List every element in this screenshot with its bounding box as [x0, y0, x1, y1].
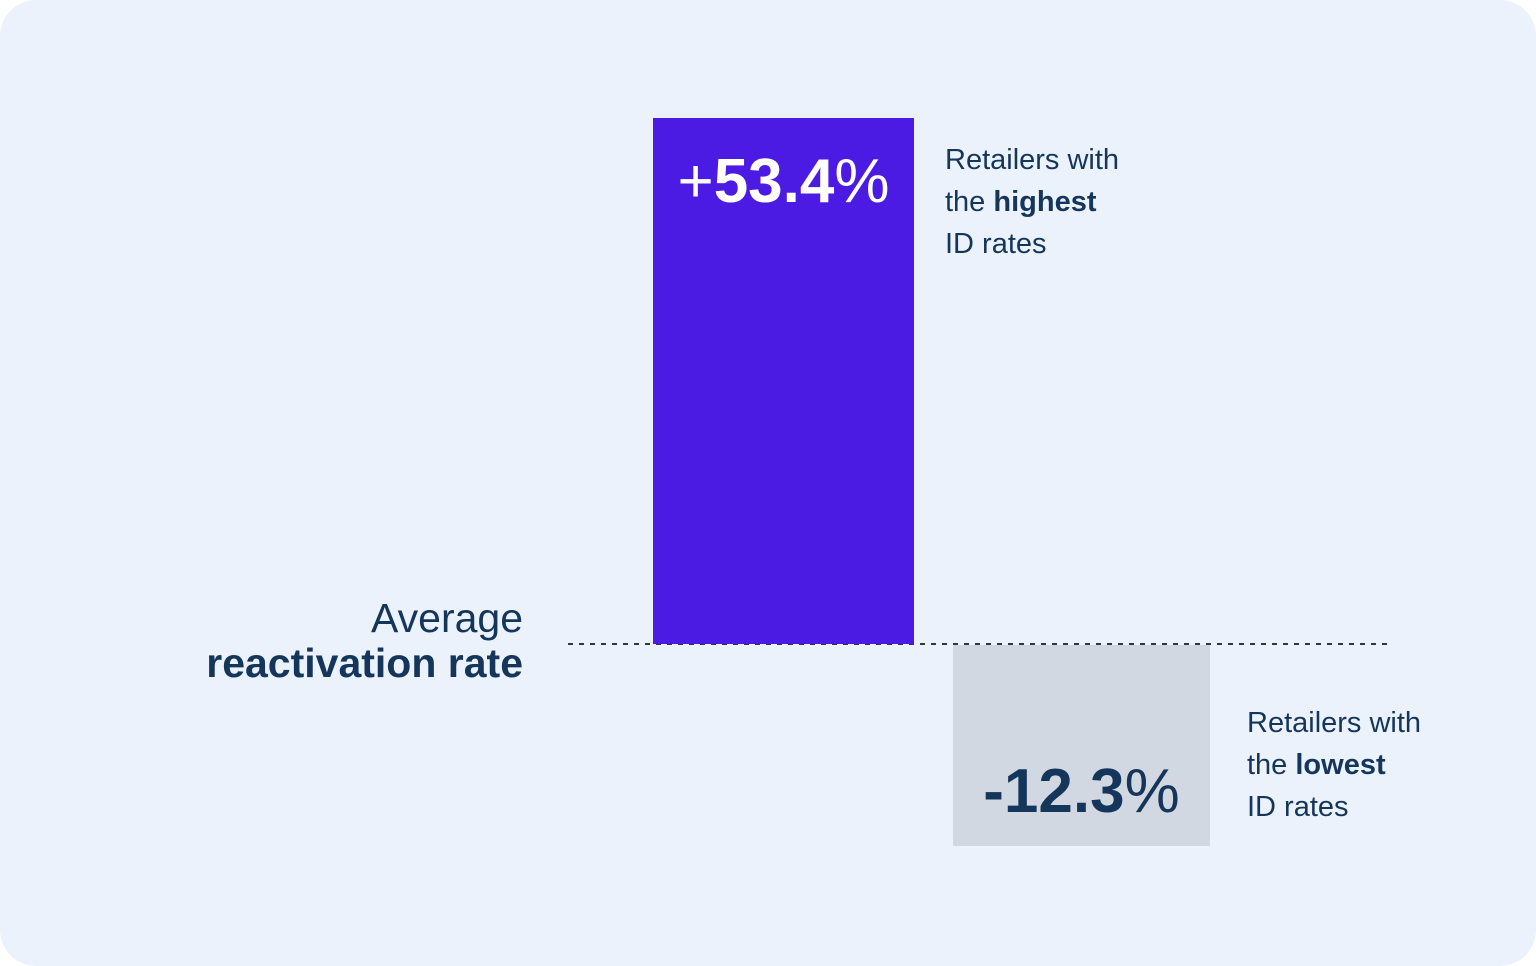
legend-lowest-bold-word: lowest [1295, 749, 1386, 781]
bar-highest: +53.4% [653, 118, 914, 644]
baseline-label-line1: Average [371, 595, 523, 641]
bar-lowest-value-percent: % [1124, 756, 1180, 826]
legend-lowest: Retailers with the lowest ID rates [1247, 702, 1421, 828]
legend-highest: Retailers with the highest ID rates [945, 139, 1119, 265]
legend-lowest-line2: the lowest [1247, 749, 1386, 781]
baseline-label: Average reactivation rate [206, 596, 523, 686]
bar-highest-value-sign: + [677, 147, 714, 216]
baseline-dotted-line [568, 643, 1390, 645]
bar-highest-value-number: 53.4 [713, 147, 835, 216]
legend-highest-line3: ID rates [945, 228, 1047, 260]
legend-highest-bold-word: highest [993, 186, 1097, 218]
bar-lowest-value-sign: - [983, 756, 1004, 826]
bar-lowest: -12.3% [953, 645, 1210, 846]
baseline-label-line2: reactivation rate [206, 640, 523, 686]
bar-lowest-value-number: 12.3 [1003, 756, 1125, 826]
legend-highest-line1: Retailers with [945, 144, 1120, 176]
bar-highest-value: +53.4% [677, 147, 890, 216]
legend-lowest-line1: Retailers with [1247, 707, 1422, 739]
bar-highest-value-percent: % [834, 147, 890, 216]
legend-highest-line2: the highest [945, 186, 1097, 218]
bar-lowest-value: -12.3% [983, 756, 1180, 826]
legend-lowest-line3: ID rates [1247, 791, 1349, 823]
